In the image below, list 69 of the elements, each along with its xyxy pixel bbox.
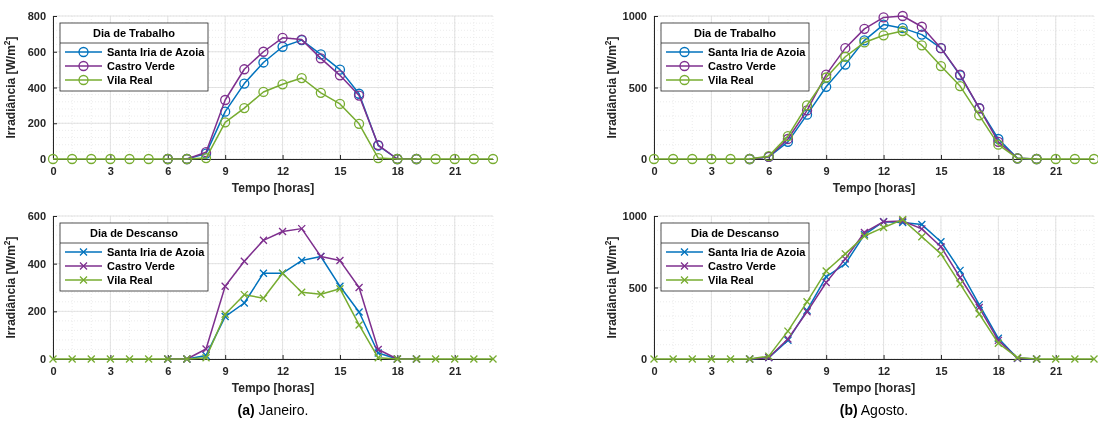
- x-tick-label: 9: [823, 164, 830, 177]
- legend-label: Vila Real: [708, 74, 754, 86]
- y-tick-label: 1000: [622, 10, 647, 23]
- x-axis-title: Tempo [horas]: [832, 381, 916, 395]
- y-tick-label: 0: [640, 353, 647, 366]
- x-tick-label: 6: [165, 364, 172, 377]
- x-tick-label: 21: [1050, 164, 1063, 177]
- x-tick-label: 9: [222, 164, 229, 177]
- y-tick-label: 600: [27, 45, 46, 58]
- x-tick-label: 9: [823, 364, 830, 377]
- y-tick-label: 400: [27, 257, 46, 270]
- y-tick-label: 0: [640, 153, 647, 166]
- x-tick-label: 0: [651, 164, 658, 177]
- text: (a) Janeiro.: [237, 402, 309, 418]
- legend-title: Dia de Descanso: [690, 227, 780, 239]
- x-tick-label: 12: [877, 364, 891, 377]
- legend-label: Vila Real: [107, 74, 153, 86]
- legend-title: Dia de Trabalho: [93, 27, 176, 39]
- legend-label: Vila Real: [708, 274, 754, 286]
- x-tick-label: 3: [107, 364, 114, 377]
- y-tick-label: 600: [27, 210, 46, 223]
- x-tick-label: 6: [766, 364, 773, 377]
- x-tick-label: 18: [391, 164, 404, 177]
- legend-title: Dia de Trabalho: [694, 27, 777, 39]
- x-tick-label: 12: [276, 164, 290, 177]
- x-tick-label: 6: [165, 164, 172, 177]
- y-tick-label: 200: [27, 305, 46, 318]
- x-tick-label: 0: [50, 364, 57, 377]
- x-tick-label: 15: [334, 364, 347, 377]
- y-tick-label: 500: [628, 81, 647, 94]
- x-tick-label: 21: [449, 164, 462, 177]
- y-tick-label: 200: [27, 117, 46, 130]
- text: (b) Agosto.: [839, 402, 909, 418]
- x-tick-label: 12: [877, 164, 891, 177]
- y-tick-label: 0: [39, 353, 46, 366]
- x-tick-label: 9: [222, 364, 229, 377]
- x-tick-label: 21: [449, 364, 462, 377]
- y-tick-label: 0: [39, 153, 46, 166]
- x-tick-label: 15: [935, 164, 948, 177]
- x-axis-title: Tempo [horas]: [832, 181, 916, 195]
- x-tick-label: 18: [992, 164, 1005, 177]
- x-tick-label: 18: [391, 364, 404, 377]
- legend-title: Dia de Descanso: [89, 227, 179, 239]
- x-tick-label: 0: [50, 164, 57, 177]
- legend-label: Castro Verde: [107, 260, 175, 272]
- legend-label: Santa Iria de Azoia: [708, 246, 807, 258]
- x-tick-label: 21: [1050, 364, 1063, 377]
- legend-label: Castro Verde: [708, 60, 776, 72]
- x-tick-label: 12: [276, 364, 290, 377]
- x-axis-title: Tempo [horas]: [231, 381, 315, 395]
- legend-label: Santa Iria de Azoia: [708, 46, 807, 58]
- x-tick-label: 15: [935, 364, 948, 377]
- legend-label: Castro Verde: [708, 260, 776, 272]
- x-tick-label: 6: [766, 164, 773, 177]
- x-axis-title: Tempo [horas]: [231, 181, 315, 195]
- x-tick-label: 18: [992, 364, 1005, 377]
- legend-label: Santa Iria de Azoia: [107, 246, 206, 258]
- x-tick-label: 3: [708, 364, 715, 377]
- legend-label: Santa Iria de Azoia: [107, 46, 206, 58]
- x-tick-label: 3: [107, 164, 114, 177]
- x-tick-label: 15: [334, 164, 347, 177]
- y-tick-label: 1000: [622, 210, 647, 223]
- y-tick-label: 400: [27, 81, 46, 94]
- legend-label: Vila Real: [107, 274, 153, 286]
- y-tick-label: 800: [27, 10, 46, 23]
- x-tick-label: 0: [651, 364, 658, 377]
- x-tick-label: 3: [708, 164, 715, 177]
- y-tick-label: 500: [628, 281, 647, 294]
- legend-label: Castro Verde: [107, 60, 175, 72]
